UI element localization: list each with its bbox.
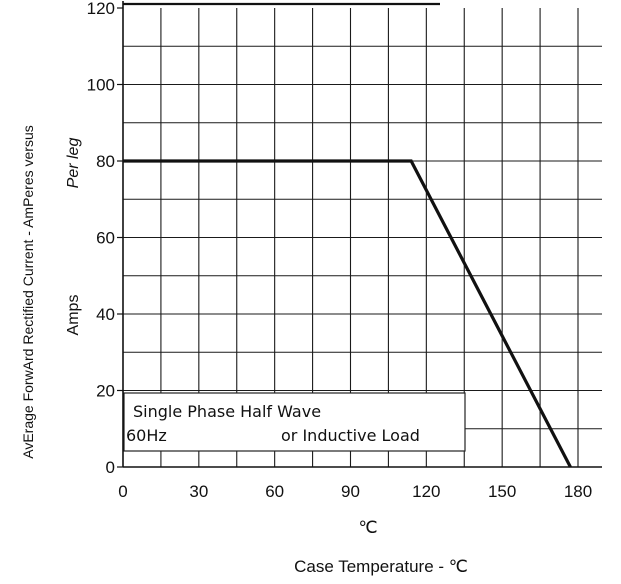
x-axis-label: Case Temperature - ℃ (294, 557, 468, 576)
y-tick-label: 100 (87, 76, 115, 95)
y-tick-label: 120 (87, 0, 115, 18)
x-tick-label: 90 (341, 482, 360, 501)
x-tick-label: 0 (118, 482, 127, 501)
y-axis-label-per-leg: Per leg (65, 138, 82, 189)
series-layer (123, 159, 572, 468)
x-unit-symbol: ℃ (358, 518, 377, 537)
y-tick-label: 80 (96, 152, 115, 171)
x-tick-label: 150 (488, 482, 516, 501)
y-tick-label: 20 (96, 382, 115, 401)
y-tick-label: 60 (96, 229, 115, 248)
y-axis-label: AvErage ForwArd Rectified Current - AmPe… (20, 125, 36, 459)
derating-curve (123, 159, 572, 468)
plot-frame (117, 1, 602, 468)
y-axis-label-amps: Amps (65, 295, 82, 336)
x-tick-label: 60 (265, 482, 284, 501)
x-tick-label: 120 (412, 482, 440, 501)
x-tick-labels: 0 30 60 90 120 150 180 (118, 482, 592, 501)
y-tick-label: 40 (96, 305, 115, 324)
y-tick-label: 0 (106, 458, 115, 477)
annotation-60hz: 60Hz (126, 426, 167, 445)
x-tick-label: 180 (564, 482, 592, 501)
annotation-box (123, 392, 466, 452)
y-tick-labels: 0 20 40 60 80 100 120 (87, 0, 115, 477)
annotation-inductive-load: or Inductive Load (281, 426, 420, 445)
annotation-line-1: Single Phase Half Wave (133, 402, 321, 421)
x-tick-label: 30 (189, 482, 208, 501)
